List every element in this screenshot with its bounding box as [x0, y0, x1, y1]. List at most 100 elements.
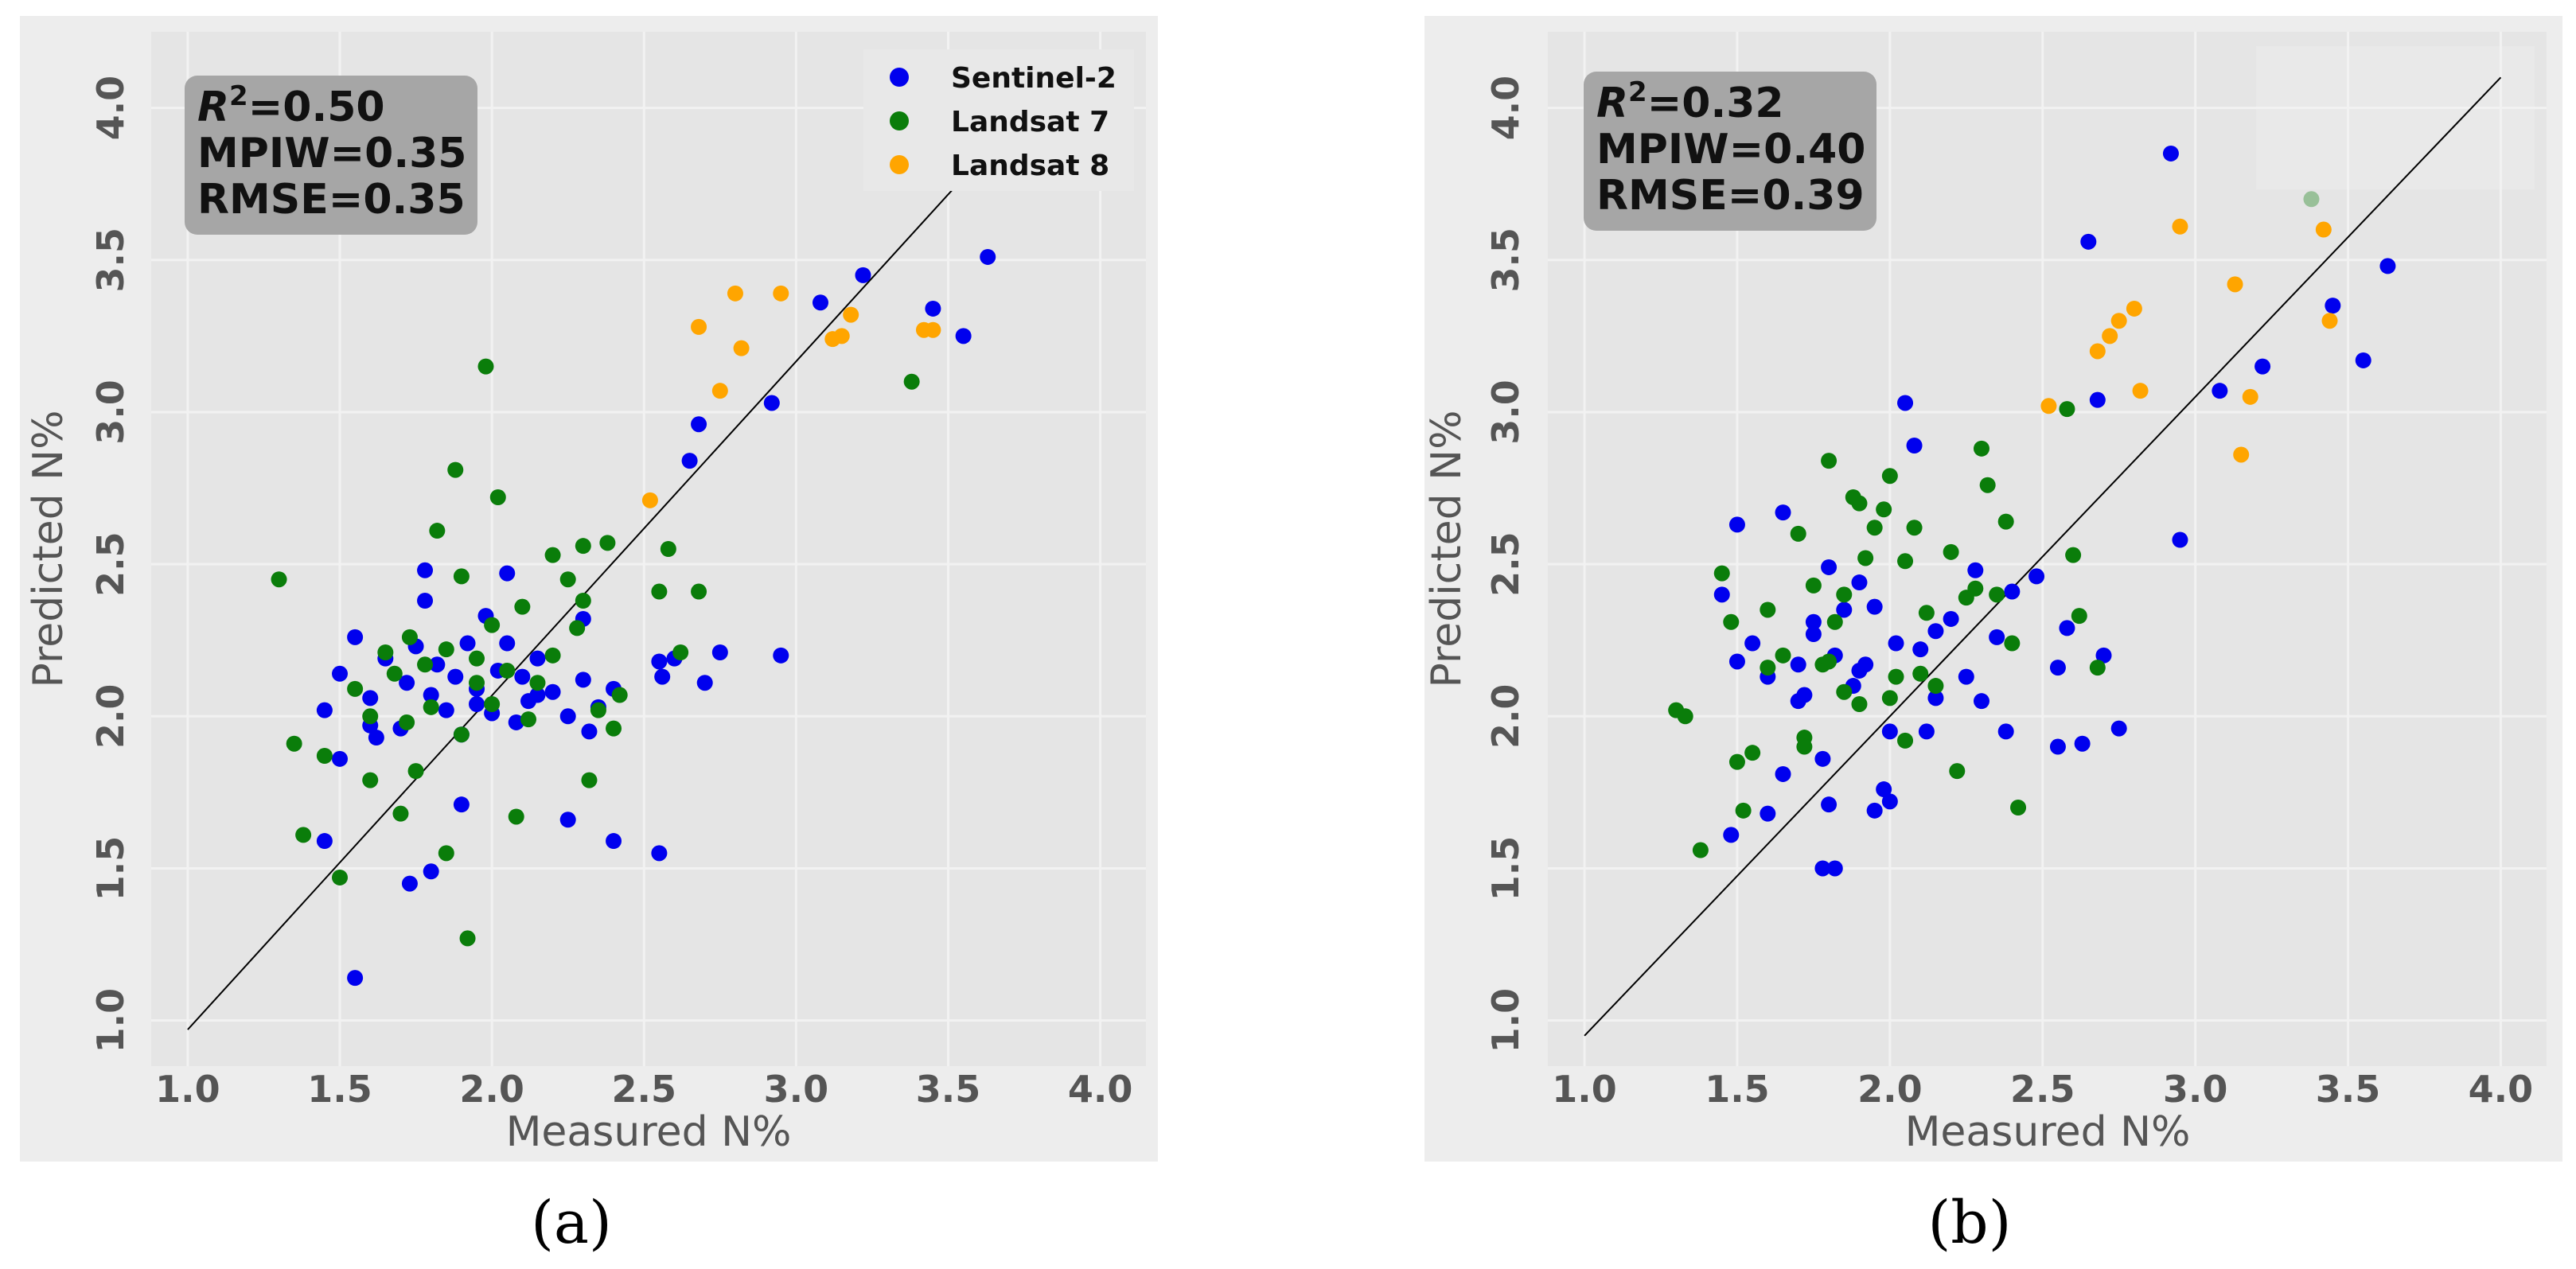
panel-b-point-landsat-8	[2242, 388, 2258, 405]
panel-a-y-tick-label: 2.5	[89, 531, 132, 597]
panel-a-point-sentinel-2	[925, 300, 941, 317]
panel-b-point-sentinel-2	[2110, 720, 2127, 737]
panel-a-point-landsat-7	[392, 805, 409, 822]
panel-a-point-landsat-8	[773, 285, 789, 302]
panel-a-point-sentinel-2	[469, 696, 485, 712]
panel-a-point-sentinel-2	[855, 267, 871, 283]
panel-a-point-landsat-7	[407, 763, 424, 780]
panel-b-point-sentinel-2	[1866, 598, 1883, 615]
panel-b-point-sentinel-2	[2004, 583, 2021, 600]
panel-b-point-sentinel-2	[2254, 358, 2271, 375]
panel-a-point-sentinel-2	[691, 416, 707, 433]
panel-b-y-tick-label: 2.0	[1484, 684, 1527, 749]
panel-b-point-sentinel-2	[1713, 586, 1730, 603]
panel-b-faded-legend-area	[2256, 46, 2535, 189]
panel-b-point-landsat-7	[1912, 665, 1929, 682]
panel-a-point-landsat-7	[399, 714, 415, 730]
panel-b-point-sentinel-2	[1881, 723, 1898, 740]
panel-b-x-tick-label: 4.0	[2469, 1068, 2534, 1111]
panel-b-point-landsat-7	[1888, 668, 1904, 685]
panel-b-point-sentinel-2	[1851, 662, 1868, 679]
panel-a-x-tick-label: 4.0	[1068, 1068, 1133, 1111]
panel-a-x-axis-label: Measured N%	[506, 1108, 792, 1156]
panel-a-point-sentinel-2	[347, 629, 364, 645]
panel-a-point-landsat-7	[347, 680, 364, 697]
panel-b-point-landsat-7	[2065, 547, 2082, 563]
panel-b-point-landsat-8	[2227, 276, 2243, 293]
panel-a-point-sentinel-2	[955, 328, 972, 344]
panel-a-point-sentinel-2	[316, 833, 333, 850]
panel-b-x-tick-label: 2.0	[1857, 1068, 1923, 1111]
panel-b-point-landsat-8	[2040, 398, 2057, 415]
panel-b-point-landsat-7	[1897, 732, 1914, 749]
panel-b-point-landsat-7	[1723, 613, 1740, 630]
panel-a-point-sentinel-2	[980, 248, 996, 265]
panel-a-point-landsat-7	[332, 869, 349, 886]
panel-a-point-landsat-7	[599, 535, 616, 551]
panel-b-grid	[1548, 32, 2547, 1066]
panel-a-point-landsat-7	[672, 644, 689, 660]
panel-a-point-landsat-7	[651, 583, 668, 600]
panel-a-point-sentinel-2	[763, 395, 780, 411]
panel-b-reference-line	[1584, 76, 2502, 1037]
panel-a-point-landsat-7	[423, 699, 439, 715]
panel-b-point-landsat-7	[1989, 586, 2005, 603]
panel-a-label: (a)	[531, 1189, 612, 1257]
panel-a-point-sentinel-2	[401, 875, 418, 892]
panel-b-point-landsat-7	[2059, 401, 2075, 418]
panel-a-y-tick-label: 1.5	[89, 836, 132, 901]
panel-b-point-landsat-8	[2110, 313, 2127, 329]
panel-b-point-sentinel-2	[1906, 438, 1923, 453]
legend-label-sentinel-2: Sentinel-2	[951, 62, 1117, 95]
panel-a-point-landsat-7	[514, 598, 531, 615]
panel-b-point-sentinel-2	[1912, 641, 1929, 658]
panel-a-point-landsat-8	[641, 492, 658, 508]
panel-b-point-landsat-7	[1906, 520, 1923, 536]
panel-b-y-tick-label: 1.5	[1484, 836, 1527, 901]
panel-b-stat-r2: R2=0.32	[1596, 76, 1784, 127]
panel-a-point-landsat-8	[733, 340, 750, 356]
panel-b-point-sentinel-2	[2080, 233, 2097, 250]
panel-a-point-landsat-7	[447, 461, 464, 478]
panel-a-point-landsat-7	[438, 845, 454, 862]
panel-a-point-sentinel-2	[508, 714, 524, 730]
panel-a-point-sentinel-2	[368, 730, 384, 746]
panel-a-point-landsat-7	[316, 748, 333, 764]
panel-b-point-sentinel-2	[1881, 793, 1898, 810]
panel-b-point-sentinel-2	[1888, 635, 1904, 652]
panel-b-point-landsat-7	[1744, 745, 1761, 761]
panel-a-point-landsat-8	[727, 285, 743, 302]
panel-a-point-sentinel-2	[651, 653, 668, 670]
panel-a-point-sentinel-2	[332, 665, 349, 682]
panel-a-point-landsat-7	[469, 675, 485, 691]
panel-b-points	[1668, 145, 2396, 877]
panel-a-x-tick-label: 3.5	[916, 1068, 981, 1111]
panel-b-point-landsat-7	[1967, 580, 1984, 597]
panel-a-stats-box	[185, 76, 477, 235]
panel-b-point-sentinel-2	[2355, 352, 2371, 368]
panel-a-point-sentinel-2	[559, 812, 576, 828]
panel-a-point-landsat-7	[401, 629, 418, 645]
panel-b-point-landsat-8	[2321, 313, 2338, 329]
panel-a-point-landsat-7	[469, 650, 485, 667]
panel-b-stat-rmse: RMSE=0.39	[1596, 172, 1865, 220]
panel-a-point-landsat-8	[843, 306, 859, 323]
panel-a-reference-line	[187, 76, 1056, 1030]
panel-b-point-landsat-8	[2102, 328, 2118, 344]
panel-b-x-axis-label: Measured N%	[1905, 1108, 2191, 1156]
panel-b-point-sentinel-2	[1728, 653, 1745, 670]
panel-b-point-landsat-7	[1918, 605, 1935, 621]
panel-b-stats-box	[1584, 72, 1876, 231]
panel-b-point-landsat-8-faded	[2303, 191, 2320, 208]
panel-a-x-tick-label: 1.5	[307, 1068, 372, 1111]
panel-a-point-landsat-7	[590, 702, 606, 718]
panel-a-point-landsat-8	[711, 383, 728, 399]
legend-marker-sentinel-2	[890, 68, 909, 87]
panel-b-point-landsat-7	[1805, 577, 1822, 594]
panel-b-point-sentinel-2	[2095, 647, 2112, 664]
panel-a-point-landsat-7	[453, 726, 470, 743]
panel-a-point-landsat-7	[508, 808, 524, 825]
panel-a-point-landsat-7	[606, 720, 622, 737]
panel-a-point-sentinel-2	[559, 708, 576, 725]
panel-b-point-landsat-7	[1775, 647, 1791, 664]
